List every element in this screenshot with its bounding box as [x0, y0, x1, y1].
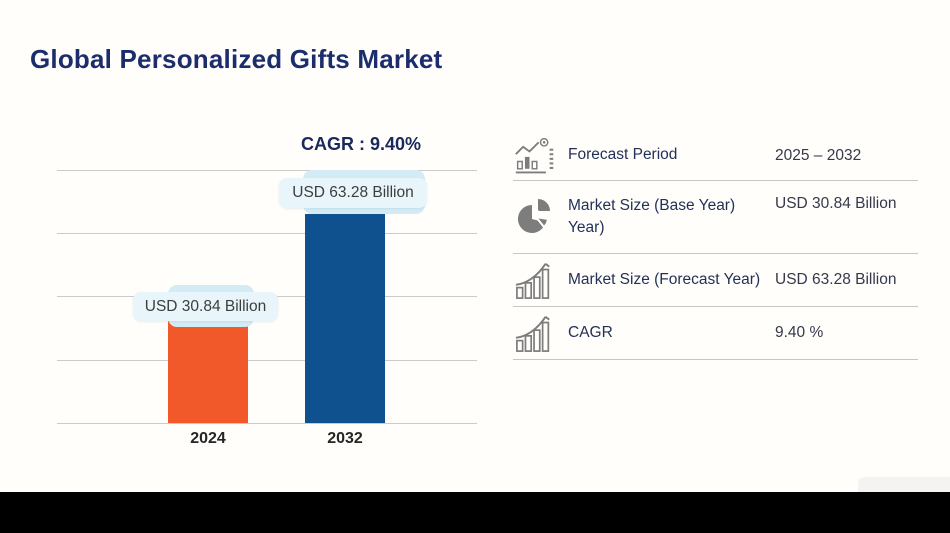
page-title: Global Personalized Gifts Market: [30, 44, 443, 74]
bar-2024: [168, 321, 248, 423]
table-row-market-size-base: Market Size (Base Year) Year) USD 30.84 …: [513, 181, 918, 254]
pie-chart-icon: [513, 196, 557, 238]
row-value: 2025 – 2032: [775, 146, 862, 164]
row-value: USD 30.84 Billion: [775, 195, 897, 212]
table-row-forecast-period: Forecast Period 2025 – 2032: [513, 131, 918, 181]
row-label: CAGR: [568, 323, 613, 341]
x-axis-label-2024: 2024: [190, 430, 226, 447]
row-label: Market Size (Base Year) Year): [568, 196, 736, 236]
bar-value-label-2024: USD 30.84 Billion: [133, 292, 278, 321]
gridline: [57, 233, 477, 234]
row-label: Market Size (Forecast Year): [568, 270, 761, 288]
table-row-cagr: CAGR 9.40 %: [513, 307, 918, 360]
row-value: USD 63.28 Billion: [775, 271, 897, 288]
forecast-trend-icon: [513, 135, 557, 177]
row-label: Forecast Period: [568, 146, 678, 164]
bar-chart: [57, 170, 477, 424]
corner-patch: [858, 477, 950, 492]
bar-2032: [305, 214, 385, 423]
row-value: 9.40 %: [775, 324, 824, 341]
bottom-letterbox-bar: [0, 492, 950, 533]
x-axis-label-2032: 2032: [327, 430, 363, 447]
cagr-annotation: CAGR : 9.40%: [300, 134, 422, 154]
gridline: [57, 360, 477, 361]
growth-bars-icon: [513, 259, 557, 301]
bar-value-label-2032: USD 63.28 Billion: [279, 178, 427, 208]
growth-bars-icon: [513, 312, 557, 354]
table-row-market-size-forecast: Market Size (Forecast Year) USD 63.28 Bi…: [513, 254, 918, 307]
market-info-table: Forecast Period 2025 – 2032 Market Size …: [513, 131, 918, 360]
gridline: [57, 170, 477, 171]
gridline: [57, 423, 477, 424]
